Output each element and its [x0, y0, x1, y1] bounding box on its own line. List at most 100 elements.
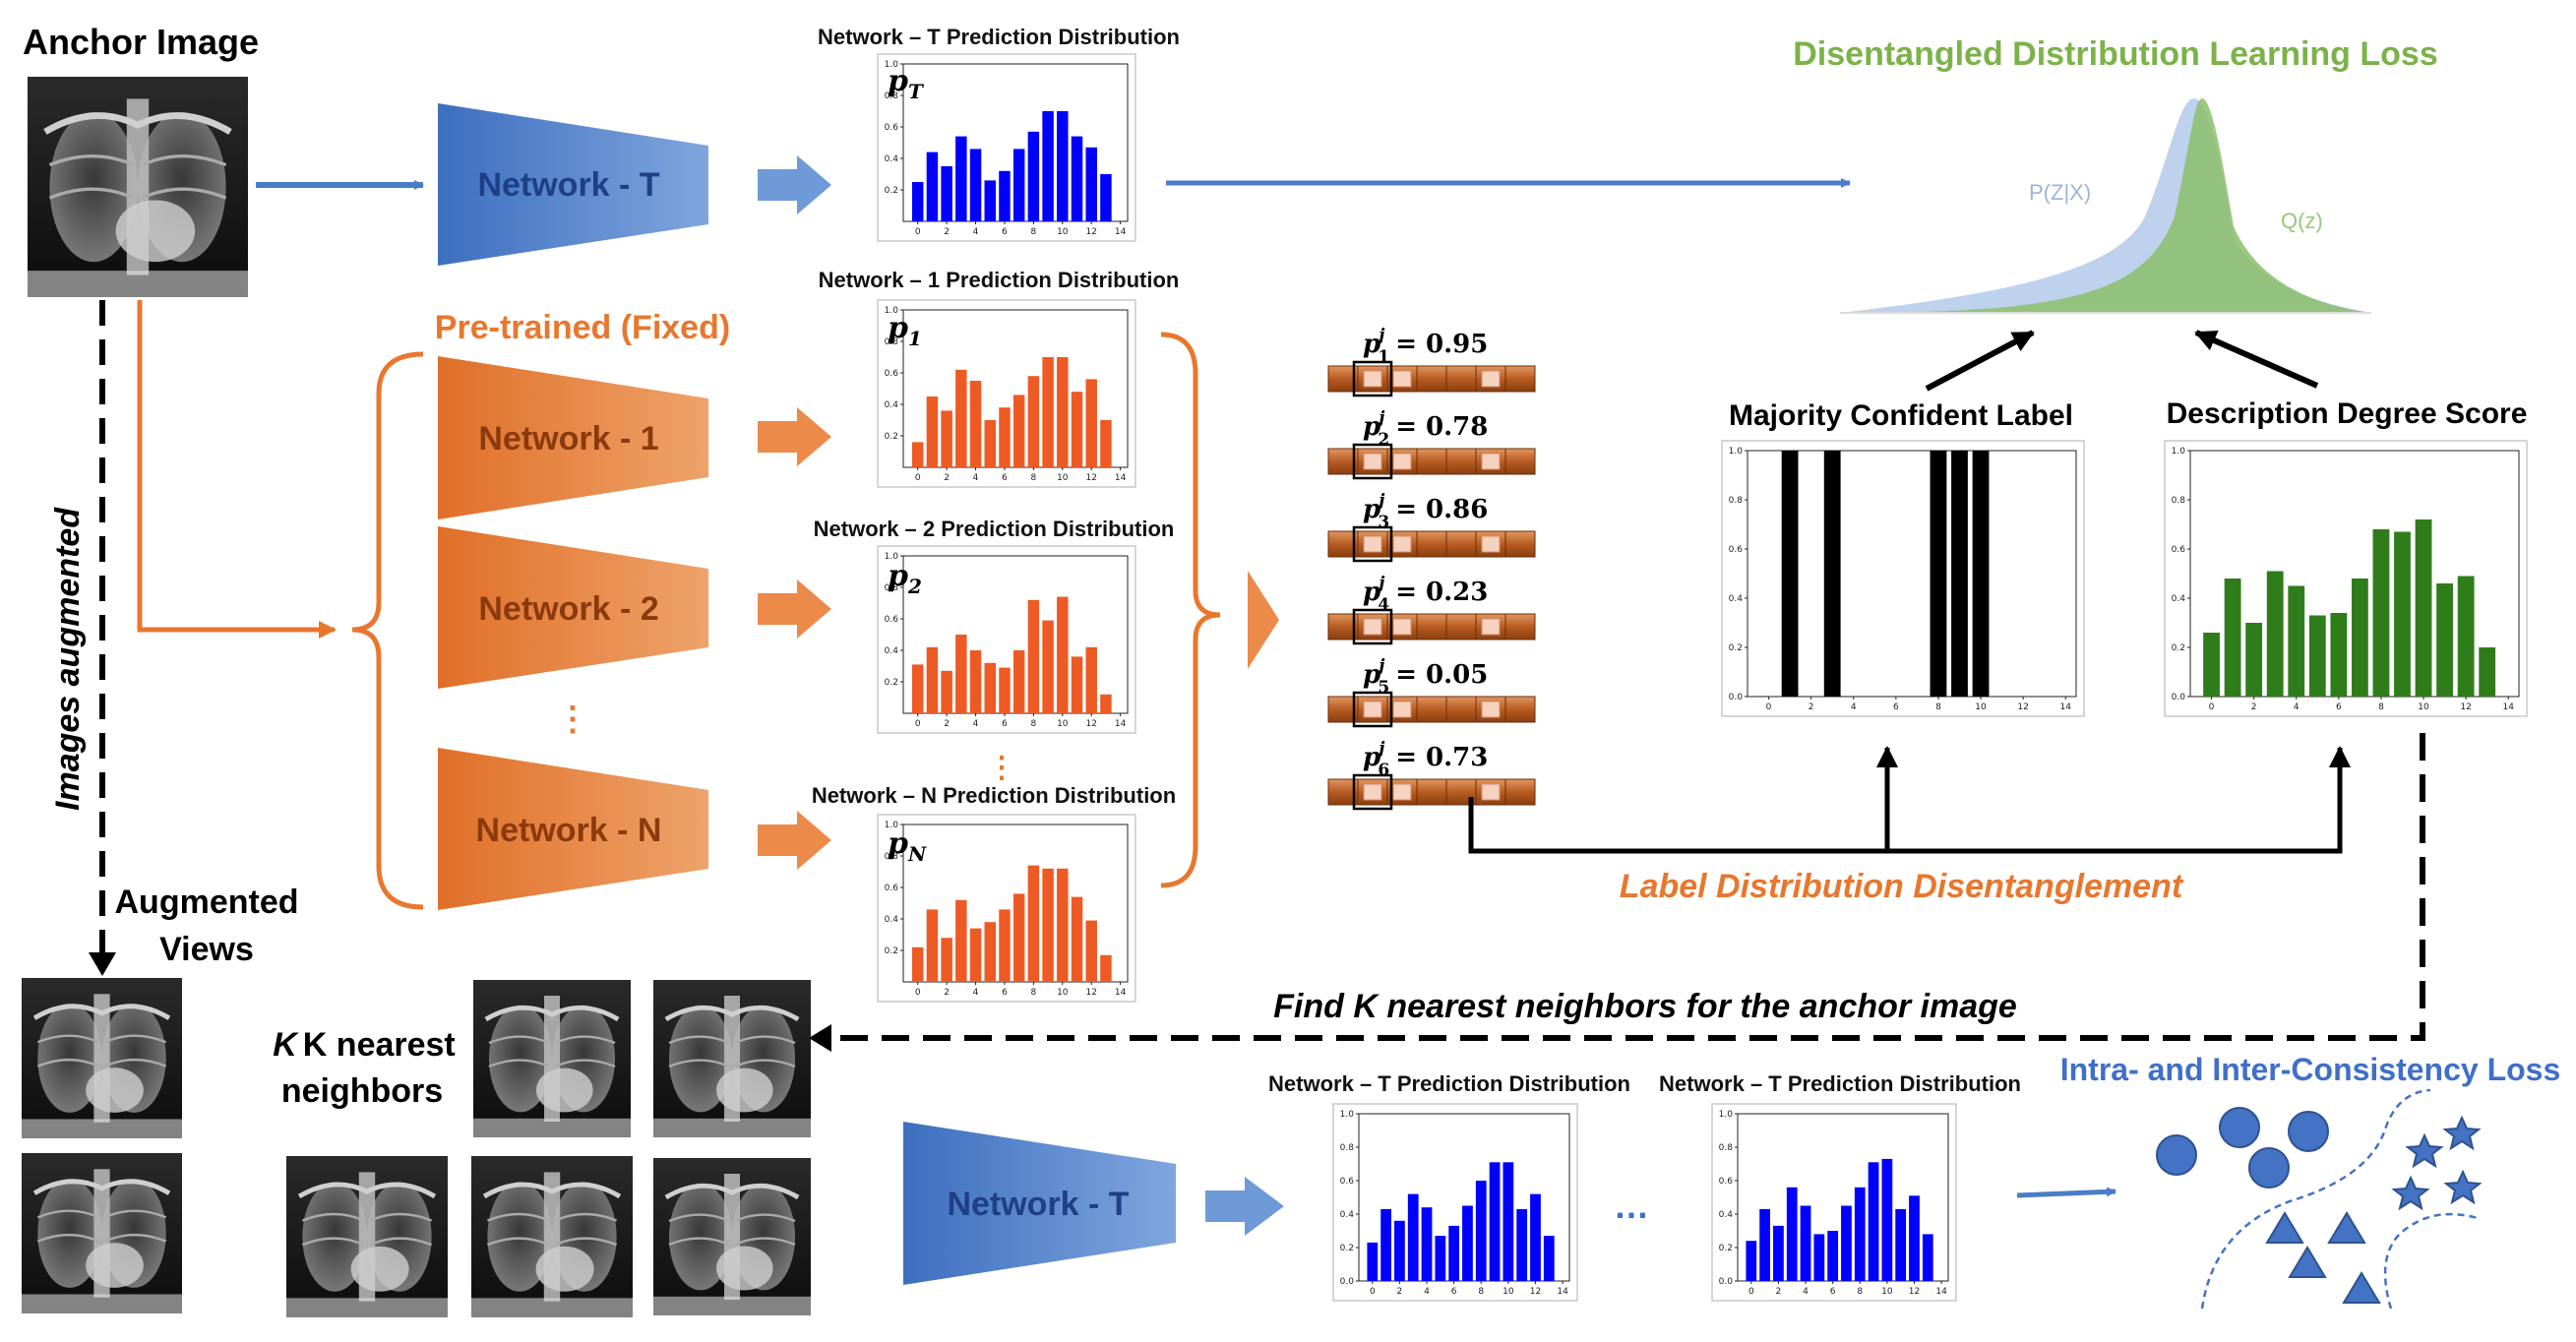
bar-nN-10: [1057, 868, 1069, 982]
bar-n2-8: [1027, 599, 1040, 713]
x-tick-label: 12: [2460, 702, 2471, 712]
symbol-p-2: p2: [888, 559, 922, 598]
probability-rows: pj 1 = 0.95 pj 2 = 0.78 pj 3 = 0.86 pj 4 = 0.23 pj 5 =…: [1327, 326, 1536, 811]
x-tick-label: 8: [1031, 473, 1037, 483]
bar-n2-7: [1012, 650, 1025, 713]
circle-icon: [2288, 1111, 2329, 1152]
bar-t-0: [911, 182, 924, 221]
bar-description-8: [2372, 529, 2390, 697]
x-tick-label: 2: [944, 473, 950, 483]
bar-nN-11: [1071, 896, 1083, 982]
x-tick-label: 6: [1893, 702, 1899, 712]
chart-t: 0 2 4 6 8 10 12 14 0.2 0.4 0.6 0.8 1.0: [877, 53, 1136, 242]
description-degree-title: Description Degree Score: [2167, 397, 2528, 430]
bar-n2-5: [984, 662, 996, 713]
triangle-icon: [2265, 1211, 2304, 1244]
prob-row-label: pj 5 = 0.05: [1363, 656, 1488, 698]
bar-description-13: [2479, 647, 2496, 697]
bar-description-7: [2351, 579, 2368, 697]
bar-t-8: [1027, 131, 1040, 221]
block-arrow-to-probs-icon: [1248, 571, 1279, 669]
prob-row-1: pj 1 = 0.95: [1327, 326, 1536, 397]
y-tick-label: 0.4: [2172, 594, 2186, 604]
x-tick-label: 6: [1002, 988, 1008, 998]
bar-description-4: [2288, 585, 2305, 697]
x-tick-label: 2: [2251, 702, 2257, 712]
x-tick-label: 6: [1451, 1287, 1457, 1297]
prob-cell-highlight: [1481, 453, 1501, 470]
bar-n2-0: [911, 664, 924, 713]
ldd-connector-right: [1468, 746, 2351, 854]
bar-bottom1-6: [1448, 1225, 1460, 1281]
prob-cell: [1504, 448, 1536, 475]
bar-n2-10: [1057, 596, 1069, 713]
x-tick-label: 8: [2378, 702, 2384, 712]
x-tick-label: 0: [915, 227, 921, 237]
bar-n1-6: [999, 407, 1011, 467]
prob-row-label: pj 6 = 0.73: [1363, 739, 1488, 780]
bar-n1-4: [969, 381, 982, 467]
bar-n1-0: [911, 442, 924, 467]
neighbor-xray-5: [653, 1158, 811, 1315]
bar-bottom2-5: [1813, 1234, 1825, 1281]
network-t-top-label: Network - T: [477, 166, 659, 204]
x-tick-label: 12: [1909, 1287, 1920, 1297]
y-tick-label: 1.0: [885, 60, 899, 70]
y-tick-label: 0.6: [2172, 545, 2186, 555]
bar-n2-11: [1071, 656, 1083, 713]
y-tick-label: 1.0: [2172, 447, 2186, 457]
chart-frame: [1721, 440, 2085, 717]
bar-n1-5: [984, 420, 996, 467]
bar-description-6: [2330, 613, 2348, 697]
distributions-right-brace: [1160, 332, 1221, 888]
x-tick-label: 6: [1830, 1287, 1836, 1297]
chart-majority: 0 2 4 6 8 10 12 14 0.0 0.2 0.4 0.6 0.8 1.0: [1721, 440, 2085, 717]
augment-arrowhead-icon: [89, 952, 116, 976]
prob-cell-highlight: [1363, 535, 1382, 553]
network-2-label: Network - 2: [478, 590, 658, 628]
bar-bottom2-8: [1854, 1187, 1866, 1281]
block-arrow-bottom-icon: [1205, 1177, 1284, 1236]
y-tick-label: 0.4: [885, 154, 899, 164]
bar-bottom2-7: [1841, 1205, 1852, 1281]
bar-bottom1-5: [1435, 1236, 1446, 1281]
anchor-to-pretrained-arrow: [137, 300, 337, 639]
bar-bottom1-2: [1394, 1220, 1405, 1281]
bar-t-6: [999, 170, 1011, 221]
x-tick-label: 10: [1057, 473, 1069, 483]
prob-cell-highlight: [1481, 370, 1501, 388]
bar-t-13: [1100, 174, 1112, 221]
prob-cell-highlight: [1481, 535, 1501, 553]
prob-cell: [1445, 365, 1477, 393]
bar-n2-13: [1100, 694, 1112, 713]
cluster-boundary-2: [2383, 1212, 2479, 1310]
augmented-views-title-line1: Augmented: [115, 884, 299, 921]
x-tick-label: 0: [915, 719, 921, 729]
bar-t-9: [1042, 111, 1054, 221]
y-tick-label: 0.8: [885, 583, 899, 593]
y-tick-label: 0.6: [885, 123, 899, 133]
prob-cell-highlight: [1392, 453, 1412, 470]
chart-axes: [1747, 450, 2077, 698]
chart-description: 0 2 4 6 8 10 12 14 0.0 0.2 0.4 0.6 0.8 1.0: [2164, 440, 2528, 717]
bar-bottom1-13: [1543, 1236, 1555, 1281]
chart-bottom1: 0 2 4 6 8 10 12 14 0.0 0.2 0.4 0.6 0.8 1.0: [1332, 1103, 1578, 1302]
bar-bottom2-1: [1759, 1208, 1770, 1281]
y-tick-label: 0.2: [1729, 643, 1743, 653]
x-tick-label: 4: [973, 227, 979, 237]
y-tick-label: 0.2: [1719, 1244, 1733, 1253]
find-knn-label: Find K nearest neighbors for the anchor …: [1273, 988, 2017, 1025]
x-tick-label: 10: [2418, 702, 2429, 712]
y-tick-label: 0.6: [1719, 1177, 1734, 1187]
star-icon: [2442, 1115, 2482, 1151]
y-tick-label: 1.0: [1719, 1110, 1734, 1120]
bar-n2-6: [999, 667, 1011, 713]
prob-cell-highlight: [1392, 618, 1412, 636]
prob-cell: [1416, 778, 1447, 806]
x-tick-label: 14: [2502, 702, 2514, 712]
x-tick-label: 14: [1557, 1287, 1568, 1297]
dist-title-bottom2: Network – T Prediction Distribution: [1659, 1071, 2021, 1096]
y-tick-label: 0.0: [1719, 1277, 1734, 1287]
y-tick-label: 0.0: [2172, 693, 2186, 702]
prob-cell: [1445, 448, 1477, 475]
